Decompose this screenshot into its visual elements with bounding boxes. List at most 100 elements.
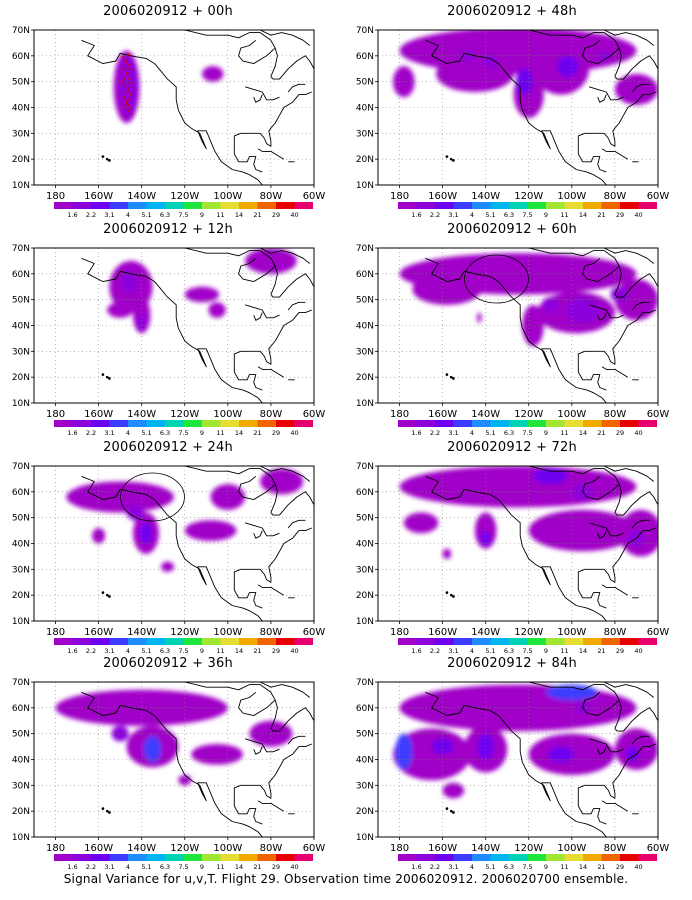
x-tick-label: 120W — [170, 409, 199, 420]
coastline — [257, 584, 285, 596]
y-tick-label: 70N — [356, 678, 374, 688]
legend-swatch — [165, 202, 184, 209]
plot-area — [34, 30, 314, 185]
panel-title: 2006020912 + 60h — [447, 222, 577, 237]
legend-label: 3.1 — [448, 211, 458, 219]
coastline — [601, 366, 629, 378]
legend-swatch — [564, 420, 583, 427]
variance-blob — [403, 512, 439, 534]
x-tick-label: 180 — [46, 627, 65, 638]
island — [101, 155, 105, 158]
variance-blob — [161, 561, 175, 572]
legend-swatch — [239, 420, 258, 427]
variance-blob — [442, 548, 452, 559]
x-tick-label: 140W — [127, 843, 156, 854]
legend-label: 5.1 — [485, 429, 495, 437]
variance-blob — [126, 504, 144, 521]
legend-swatch — [109, 638, 128, 645]
x-tick-label: 100W — [557, 843, 586, 854]
legend-label: 14 — [579, 429, 587, 437]
plot-area — [34, 248, 314, 403]
legend-swatch — [91, 202, 110, 209]
legend-swatch — [638, 854, 657, 861]
coastline — [601, 584, 629, 596]
legend-label: 6.3 — [504, 647, 514, 655]
legend-swatch — [453, 854, 472, 861]
coastline — [614, 265, 658, 298]
coastline — [244, 738, 280, 753]
x-tick-label: 80W — [260, 409, 283, 420]
panel-title: 2006020912 + 12h — [103, 222, 233, 237]
coastline — [253, 94, 263, 103]
legend-swatch — [220, 420, 239, 427]
y-tick-label: 50N — [356, 730, 374, 740]
variance-blob — [260, 468, 304, 495]
legend-swatch — [398, 420, 417, 427]
variance-blob — [395, 733, 413, 770]
y-tick-label: 10N — [356, 181, 374, 191]
legend-swatch — [638, 202, 657, 209]
x-tick-label: 60W — [647, 627, 670, 638]
flight-track-line — [123, 53, 132, 111]
x-tick-label: 180 — [390, 191, 409, 202]
legend-label: 6.3 — [160, 863, 170, 871]
legend-label: 2.2 — [86, 863, 96, 871]
variance-blob — [393, 66, 415, 98]
legend-swatch — [638, 638, 657, 645]
y-tick-label: 20N — [12, 591, 30, 601]
x-tick-label: 60W — [647, 843, 670, 854]
coastline — [81, 257, 263, 403]
island — [445, 591, 449, 594]
coastline — [604, 30, 654, 46]
legend-swatch — [546, 202, 565, 209]
legend-label: 1.6 — [411, 863, 421, 871]
color-legend: 1.6 2.2 3.1 4 5.1 6.3 7.5 9 11 14 21 29 40 — [54, 854, 313, 871]
coastline — [270, 47, 314, 80]
coastline — [631, 83, 650, 93]
legend-label: 7.5 — [522, 429, 532, 437]
variance-field — [113, 50, 224, 123]
coastlines — [81, 30, 314, 185]
y-tick-label: 40N — [12, 756, 30, 766]
legend-label: 5.1 — [141, 429, 151, 437]
panel-60h: 2006020912 + 60h 10N 20N 30N 40N 50N 60N 70N 18… — [356, 222, 670, 437]
coastlines — [81, 466, 314, 621]
legend-swatch — [601, 420, 620, 427]
legend-label: 21 — [253, 647, 261, 655]
legend-swatch — [54, 854, 73, 861]
y-tick-label: 10N — [12, 399, 30, 409]
y-tick-label: 30N — [12, 781, 30, 791]
legend-swatch — [472, 854, 491, 861]
legend-label: 9 — [200, 429, 204, 437]
legend-label: 40 — [634, 647, 642, 655]
legend-label: 40 — [290, 429, 298, 437]
legend-swatch — [435, 420, 454, 427]
x-tick-label: 100W — [213, 191, 242, 202]
variance-blob — [208, 302, 226, 318]
legend-swatch — [257, 854, 276, 861]
flight-track — [121, 53, 134, 116]
legend-label: 2.2 — [430, 211, 440, 219]
legend-swatch — [416, 854, 435, 861]
coastline — [270, 265, 314, 298]
x-tick-label: 140W — [471, 191, 500, 202]
coastline — [233, 143, 263, 173]
legend-label: 29 — [272, 863, 280, 871]
panel-chart: 10N 20N 30N 40N 50N 60N 70N 180 160W 140W 120W 100W… — [356, 462, 670, 655]
x-tick-label: 140W — [127, 191, 156, 202]
x-tick-label: 180 — [390, 627, 409, 638]
legend-swatch — [183, 420, 202, 427]
legend-label: 40 — [290, 863, 298, 871]
island — [108, 377, 111, 380]
panel-title: 2006020912 + 24h — [103, 440, 233, 455]
figure-caption: Signal Variance for u,v,T. Flight 29. Ob… — [63, 872, 629, 886]
coastline — [604, 682, 654, 698]
legend-swatch — [257, 420, 276, 427]
coastline — [425, 257, 607, 403]
coastline — [614, 483, 658, 516]
coastline — [601, 800, 629, 812]
legend-swatch — [564, 638, 583, 645]
x-tick-label: 80W — [604, 843, 627, 854]
legend-label: 21 — [597, 647, 605, 655]
coastline — [577, 579, 607, 609]
